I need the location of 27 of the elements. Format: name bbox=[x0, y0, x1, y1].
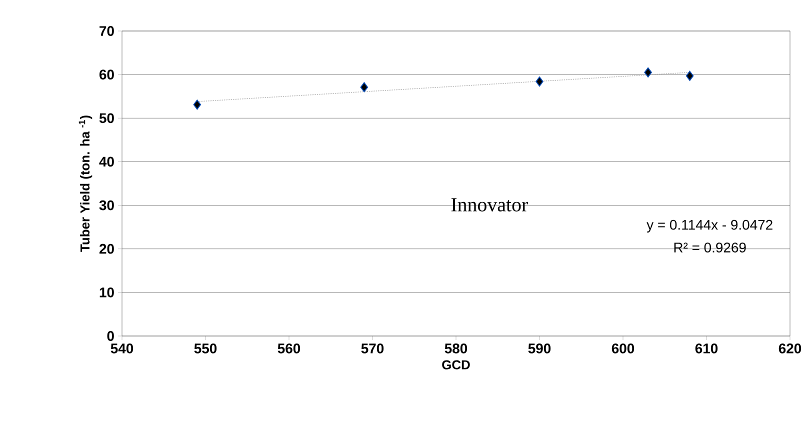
x-tick-label: 610 bbox=[695, 344, 718, 354]
annotation: Innovator bbox=[451, 198, 528, 212]
point bbox=[536, 76, 544, 87]
y-axis-title: Tuber Yield (ton. ha $^{-1}$) bbox=[78, 116, 92, 252]
y-tick-label: 10 bbox=[100, 287, 114, 298]
y-tick-label: 70 bbox=[100, 26, 114, 36]
point bbox=[193, 100, 202, 110]
x-tick-label: 600 bbox=[612, 344, 634, 354]
x-tick-label: 570 bbox=[361, 344, 384, 354]
x-axis-title: GCD bbox=[442, 360, 470, 370]
x-tick-label: 560 bbox=[278, 344, 300, 354]
x-tick-label: 580 bbox=[444, 344, 468, 354]
annotation: R² = 0.9269 bbox=[674, 242, 746, 252]
x-tick-label: 550 bbox=[194, 344, 217, 354]
y-tick-label: 60 bbox=[99, 70, 114, 80]
x-tick-label: 590 bbox=[528, 344, 551, 354]
y-tick-label: 20 bbox=[99, 244, 114, 254]
annotation: y = 0.1144x - 9.0472 bbox=[646, 220, 772, 233]
point bbox=[686, 70, 694, 81]
x-tick-label: 620 bbox=[778, 344, 802, 354]
point bbox=[644, 67, 652, 78]
y-tick-label: 50 bbox=[99, 113, 114, 124]
x-tick-label: 540 bbox=[110, 344, 134, 354]
y-tick-label: 40 bbox=[99, 156, 114, 167]
y-tick-label: 30 bbox=[99, 200, 114, 210]
y-tick-label: 0 bbox=[107, 331, 114, 341]
point bbox=[360, 82, 368, 92]
